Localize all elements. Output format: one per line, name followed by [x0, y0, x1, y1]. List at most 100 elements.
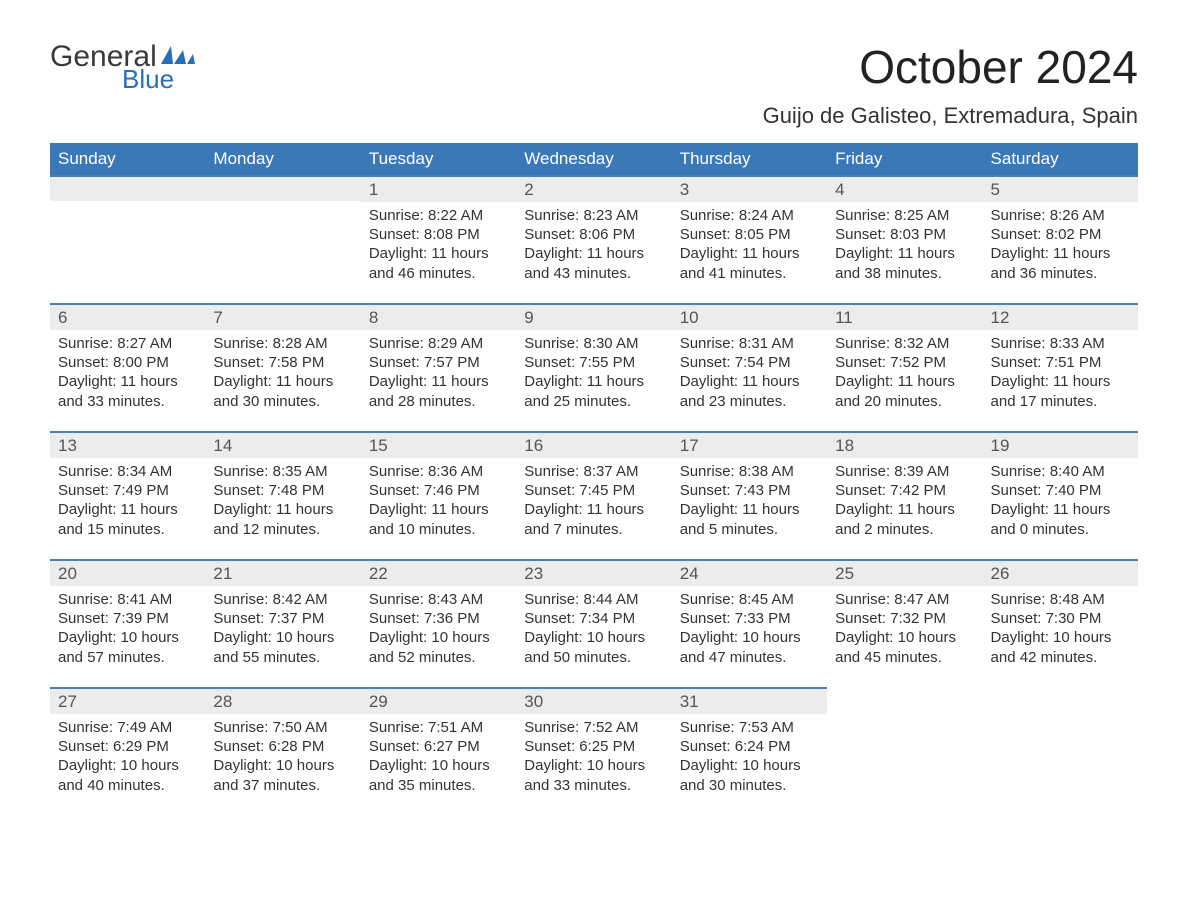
calendar-cell: 24Sunrise: 8:45 AMSunset: 7:33 PMDayligh… — [672, 559, 827, 687]
sunrise-line: Sunrise: 8:36 AM — [369, 462, 508, 481]
daylight-line: Daylight: 11 hours and 33 minutes. — [58, 372, 197, 410]
calendar-cell: 17Sunrise: 8:38 AMSunset: 7:43 PMDayligh… — [672, 431, 827, 559]
day-details: Sunrise: 8:48 AMSunset: 7:30 PMDaylight:… — [983, 586, 1138, 675]
daylight-line: Daylight: 11 hours and 2 minutes. — [835, 500, 974, 538]
weekday-header: Wednesday — [516, 143, 671, 175]
daylight-line: Daylight: 11 hours and 46 minutes. — [369, 244, 508, 282]
calendar-table: SundayMondayTuesdayWednesdayThursdayFrid… — [50, 143, 1138, 815]
day-details: Sunrise: 8:43 AMSunset: 7:36 PMDaylight:… — [361, 586, 516, 675]
day-details: Sunrise: 8:41 AMSunset: 7:39 PMDaylight:… — [50, 586, 205, 675]
sunrise-line: Sunrise: 8:41 AM — [58, 590, 197, 609]
day-number: 25 — [827, 559, 982, 586]
sunset-line: Sunset: 6:28 PM — [213, 737, 352, 756]
sunrise-line: Sunrise: 8:24 AM — [680, 206, 819, 225]
day-number: 2 — [516, 175, 671, 202]
day-number: 15 — [361, 431, 516, 458]
day-number: 7 — [205, 303, 360, 330]
daylight-line: Daylight: 11 hours and 28 minutes. — [369, 372, 508, 410]
daylight-line: Daylight: 11 hours and 5 minutes. — [680, 500, 819, 538]
sunset-line: Sunset: 8:05 PM — [680, 225, 819, 244]
sunrise-line: Sunrise: 8:48 AM — [991, 590, 1130, 609]
daylight-line: Daylight: 11 hours and 17 minutes. — [991, 372, 1130, 410]
sunrise-line: Sunrise: 8:42 AM — [213, 590, 352, 609]
calendar-cell: 29Sunrise: 7:51 AMSunset: 6:27 PMDayligh… — [361, 687, 516, 815]
day-details: Sunrise: 8:34 AMSunset: 7:49 PMDaylight:… — [50, 458, 205, 547]
sunset-line: Sunset: 8:00 PM — [58, 353, 197, 372]
sunset-line: Sunset: 7:40 PM — [991, 481, 1130, 500]
calendar-cell: 22Sunrise: 8:43 AMSunset: 7:36 PMDayligh… — [361, 559, 516, 687]
calendar-cell: 6Sunrise: 8:27 AMSunset: 8:00 PMDaylight… — [50, 303, 205, 431]
daylight-line: Daylight: 11 hours and 12 minutes. — [213, 500, 352, 538]
sunrise-line: Sunrise: 8:39 AM — [835, 462, 974, 481]
sunset-line: Sunset: 7:51 PM — [991, 353, 1130, 372]
day-details: Sunrise: 7:52 AMSunset: 6:25 PMDaylight:… — [516, 714, 671, 803]
calendar-body: 1Sunrise: 8:22 AMSunset: 8:08 PMDaylight… — [50, 175, 1138, 815]
calendar-cell: 31Sunrise: 7:53 AMSunset: 6:24 PMDayligh… — [672, 687, 827, 815]
sunset-line: Sunset: 7:39 PM — [58, 609, 197, 628]
day-details: Sunrise: 8:22 AMSunset: 8:08 PMDaylight:… — [361, 202, 516, 291]
calendar-cell: 20Sunrise: 8:41 AMSunset: 7:39 PMDayligh… — [50, 559, 205, 687]
sunset-line: Sunset: 7:37 PM — [213, 609, 352, 628]
sunrise-line: Sunrise: 7:53 AM — [680, 718, 819, 737]
sunrise-line: Sunrise: 8:33 AM — [991, 334, 1130, 353]
sunset-line: Sunset: 8:03 PM — [835, 225, 974, 244]
day-number: 27 — [50, 687, 205, 714]
day-number: 29 — [361, 687, 516, 714]
daylight-line: Daylight: 10 hours and 50 minutes. — [524, 628, 663, 666]
sunrise-line: Sunrise: 8:37 AM — [524, 462, 663, 481]
weekday-header: Tuesday — [361, 143, 516, 175]
sunrise-line: Sunrise: 8:25 AM — [835, 206, 974, 225]
daylight-line: Daylight: 11 hours and 0 minutes. — [991, 500, 1130, 538]
day-number: 31 — [672, 687, 827, 714]
sunrise-line: Sunrise: 8:47 AM — [835, 590, 974, 609]
day-details: Sunrise: 8:36 AMSunset: 7:46 PMDaylight:… — [361, 458, 516, 547]
sunset-line: Sunset: 6:27 PM — [369, 737, 508, 756]
day-number: 8 — [361, 303, 516, 330]
sunset-line: Sunset: 8:08 PM — [369, 225, 508, 244]
day-number: 1 — [361, 175, 516, 202]
sunrise-line: Sunrise: 8:28 AM — [213, 334, 352, 353]
sunset-line: Sunset: 6:25 PM — [524, 737, 663, 756]
daylight-line: Daylight: 11 hours and 20 minutes. — [835, 372, 974, 410]
calendar-cell — [827, 687, 982, 815]
day-details: Sunrise: 8:33 AMSunset: 7:51 PMDaylight:… — [983, 330, 1138, 419]
day-number: 16 — [516, 431, 671, 458]
day-number: 18 — [827, 431, 982, 458]
day-number: 21 — [205, 559, 360, 586]
calendar-cell: 5Sunrise: 8:26 AMSunset: 8:02 PMDaylight… — [983, 175, 1138, 303]
empty-day-top — [50, 175, 205, 201]
weekday-header: Friday — [827, 143, 982, 175]
day-number: 19 — [983, 431, 1138, 458]
sunrise-line: Sunrise: 8:26 AM — [991, 206, 1130, 225]
sunset-line: Sunset: 7:55 PM — [524, 353, 663, 372]
day-details: Sunrise: 8:47 AMSunset: 7:32 PMDaylight:… — [827, 586, 982, 675]
sunrise-line: Sunrise: 8:30 AM — [524, 334, 663, 353]
day-number: 4 — [827, 175, 982, 202]
day-number: 24 — [672, 559, 827, 586]
brand-line2: Blue — [122, 64, 195, 95]
sunrise-line: Sunrise: 7:51 AM — [369, 718, 508, 737]
sunset-line: Sunset: 8:02 PM — [991, 225, 1130, 244]
empty-day-top — [205, 175, 360, 201]
day-number: 23 — [516, 559, 671, 586]
day-details: Sunrise: 8:32 AMSunset: 7:52 PMDaylight:… — [827, 330, 982, 419]
sunset-line: Sunset: 6:29 PM — [58, 737, 197, 756]
location-subtitle: Guijo de Galisteo, Extremadura, Spain — [50, 103, 1138, 129]
day-number: 26 — [983, 559, 1138, 586]
calendar-cell: 9Sunrise: 8:30 AMSunset: 7:55 PMDaylight… — [516, 303, 671, 431]
page-title: October 2024 — [859, 40, 1138, 94]
daylight-line: Daylight: 11 hours and 10 minutes. — [369, 500, 508, 538]
calendar-cell: 13Sunrise: 8:34 AMSunset: 7:49 PMDayligh… — [50, 431, 205, 559]
daylight-line: Daylight: 11 hours and 38 minutes. — [835, 244, 974, 282]
sunrise-line: Sunrise: 8:43 AM — [369, 590, 508, 609]
daylight-line: Daylight: 11 hours and 30 minutes. — [213, 372, 352, 410]
day-number: 30 — [516, 687, 671, 714]
calendar-week-row: 27Sunrise: 7:49 AMSunset: 6:29 PMDayligh… — [50, 687, 1138, 815]
calendar-week-row: 1Sunrise: 8:22 AMSunset: 8:08 PMDaylight… — [50, 175, 1138, 303]
calendar-cell — [205, 175, 360, 303]
calendar-week-row: 13Sunrise: 8:34 AMSunset: 7:49 PMDayligh… — [50, 431, 1138, 559]
sunset-line: Sunset: 7:30 PM — [991, 609, 1130, 628]
weekday-header: Monday — [205, 143, 360, 175]
day-details: Sunrise: 7:50 AMSunset: 6:28 PMDaylight:… — [205, 714, 360, 803]
sunrise-line: Sunrise: 8:35 AM — [213, 462, 352, 481]
